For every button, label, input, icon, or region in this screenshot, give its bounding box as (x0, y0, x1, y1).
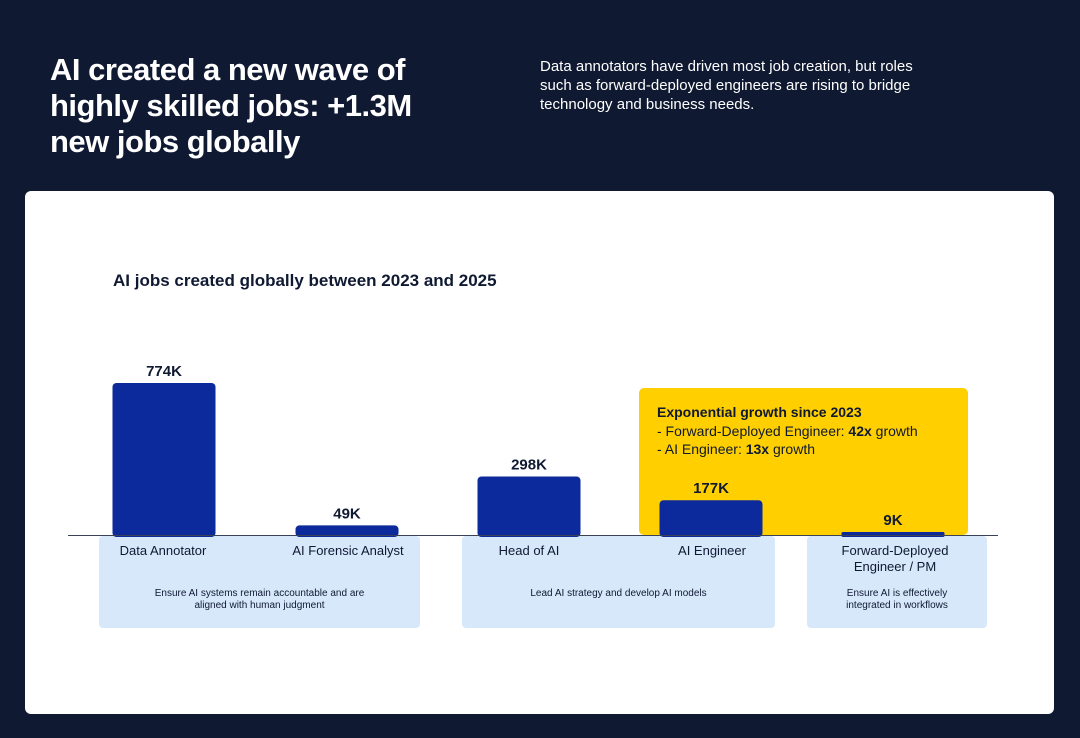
category-label-data-annotator: Data Annotator (119, 543, 207, 558)
highlight-line-ai-engineer: - AI Engineer: 13x growth (657, 441, 815, 457)
group-box-accountability: Ensure AI systems remain accountable and… (99, 536, 420, 628)
highlight-line-ai-engineer-suffix: growth (769, 441, 815, 457)
bar-data-annotator (112, 383, 216, 537)
highlight-title: Exponential growth since 2023 (657, 404, 862, 420)
bar-value-forward-deployed-engineer-pm: 9K (883, 512, 902, 529)
group-description-accountability: Ensure AI systems remain accountable and… (154, 588, 365, 611)
bar-forward-deployed-engineer-pm (841, 532, 945, 537)
group-description-strategy: Lead AI strategy and develop AI models (530, 588, 707, 599)
bar-head-of-ai (477, 476, 581, 537)
category-label-ai-engineer: AI Engineer (678, 543, 746, 558)
group-box-integration: Ensure AI is effectively integrated in w… (807, 536, 987, 628)
category-label-ai-forensic-analyst: AI Forensic Analyst (292, 543, 404, 558)
bar-value-ai-engineer: 177K (693, 480, 729, 497)
bar-ai-engineer (659, 500, 763, 537)
highlight-line-fde-value: 42x (848, 423, 872, 439)
highlight-line-fde-suffix: growth (871, 423, 918, 439)
category-label-head-of-ai: Head of AI (498, 543, 560, 558)
highlight-line-fde: - Forward-Deployed Engineer: 42x growth (657, 423, 918, 439)
bar-value-data-annotator: 774K (146, 363, 182, 380)
page-title: AI created a new wave of highly skilled … (50, 52, 412, 159)
highlight-line-ai-engineer-prefix: - AI Engineer: (657, 441, 746, 457)
bar-ai-forensic-analyst (295, 525, 399, 537)
highlight-line-fde-prefix: - Forward-Deployed Engineer: (657, 423, 849, 439)
category-label-forward-deployed-engineer: Forward-Deployed Engineer / PM (841, 543, 949, 574)
bar-value-head-of-ai: 298K (511, 456, 547, 473)
group-description-integration: Ensure AI is effectively integrated in w… (846, 588, 948, 611)
bar-value-ai-forensic-analyst: 49K (333, 505, 361, 522)
page-subtitle: Data annotators have driven most job cre… (540, 58, 913, 113)
chart-title: AI jobs created globally between 2023 an… (113, 271, 497, 290)
highlight-line-ai-engineer-value: 13x (745, 441, 770, 457)
group-box-strategy: Lead AI strategy and develop AI models (462, 536, 775, 628)
